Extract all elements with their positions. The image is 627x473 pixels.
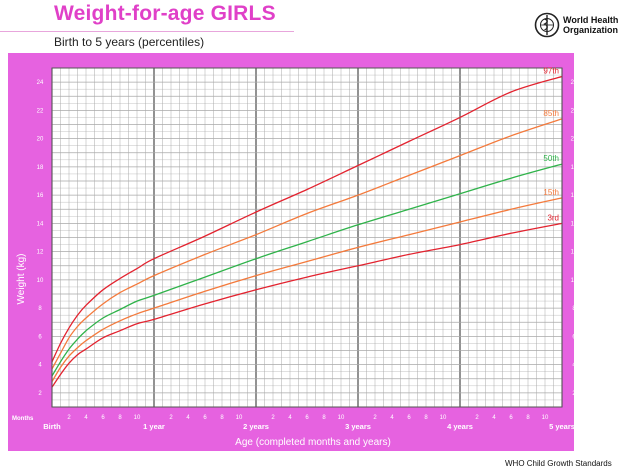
x-tick-label-month: 2 (271, 415, 275, 421)
page-title: Weight-for-age GIRLS (54, 2, 276, 25)
org-line-2: Organization (563, 25, 619, 35)
x-tick-label-month: 8 (526, 415, 530, 421)
weight-for-age-chart: 97th85th50th15th3rd224466881010121214141… (12, 66, 574, 448)
header-divider (0, 31, 294, 32)
x-tick-label-year: 3 years (345, 422, 371, 431)
y-tick-label-right: 6 (572, 334, 574, 340)
y-tick-label-left: 10 (37, 278, 44, 284)
plot-border (51, 67, 563, 408)
x-tick-label-month: 2 (169, 415, 173, 421)
series-label-3rd: 3rd (547, 213, 559, 222)
percentile-curves (51, 75, 563, 388)
axis-labels: 97th85th50th15th3rd224466881010121214141… (37, 66, 574, 431)
y-tick-label-left: 24 (37, 80, 44, 86)
y-tick-label-left: 18 (37, 165, 44, 171)
x-tick-label-month: 10 (542, 415, 549, 421)
x-tick-label-year: 5 years (549, 422, 574, 431)
series-label-50th: 50th (543, 154, 559, 163)
y-tick-label-left: 8 (38, 306, 42, 312)
x-tick-label-month: 8 (322, 415, 326, 421)
y-tick-label-right: 8 (572, 306, 574, 312)
series-label-15th: 15th (543, 188, 559, 197)
grid (51, 67, 563, 408)
y-tick-label-left: 12 (37, 250, 44, 256)
series-line-15th (51, 197, 563, 382)
x-tick-label-month: 6 (407, 415, 411, 421)
x-tick-label-month: 4 (288, 415, 292, 421)
y-tick-label-right: 18 (571, 165, 574, 171)
series-line-3rd (51, 222, 563, 388)
who-emblem-icon (534, 12, 560, 38)
series-line-97th (51, 75, 563, 363)
y-tick-label-left: 16 (37, 193, 44, 199)
x-tick-label-month: 10 (440, 415, 447, 421)
y-tick-label-right: 2 (572, 391, 574, 397)
x-tick-label-month: 8 (424, 415, 428, 421)
page-subtitle: Birth to 5 years (percentiles) (54, 35, 205, 49)
series-label-85th: 85th (543, 109, 559, 118)
x-tick-label-month: 10 (338, 415, 345, 421)
x-axis-label: Age (completed months and years) (235, 437, 391, 448)
x-tick-label-month: 6 (101, 415, 105, 421)
x-tick-label-year: 1 year (143, 422, 165, 431)
x-tick-label-month: 2 (475, 415, 479, 421)
y-tick-label-right: 22 (571, 108, 574, 114)
y-tick-label-left: 2 (38, 391, 42, 397)
y-tick-label-right: 10 (571, 278, 574, 284)
org-line-1: World Health (563, 15, 619, 25)
x-tick-label-month: 6 (305, 415, 309, 421)
y-tick-label-left: 4 (38, 363, 42, 369)
y-tick-label-right: 12 (571, 250, 574, 256)
months-label: Months (12, 416, 34, 422)
x-tick-label-month: 2 (67, 415, 71, 421)
x-tick-label-month: 4 (390, 415, 394, 421)
x-tick-label-month: 6 (509, 415, 513, 421)
x-tick-label-year: Birth (43, 422, 61, 431)
x-tick-label-month: 8 (220, 415, 224, 421)
series-line-85th (51, 118, 563, 370)
series-line-50th (51, 163, 563, 377)
x-tick-label-month: 4 (186, 415, 190, 421)
y-tick-label-left: 14 (37, 221, 44, 227)
x-tick-label-month: 10 (134, 415, 141, 421)
x-tick-label-month: 10 (236, 415, 243, 421)
y-tick-label-right: 4 (572, 363, 574, 369)
x-tick-label-month: 4 (492, 415, 496, 421)
x-tick-label-year: 2 years (243, 422, 269, 431)
y-tick-label-right: 14 (571, 221, 574, 227)
y-tick-label-right: 24 (571, 80, 574, 86)
x-tick-label-year: 4 years (447, 422, 473, 431)
y-tick-label-right: 20 (571, 137, 574, 143)
x-tick-label-month: 2 (373, 415, 377, 421)
y-tick-label-right: 16 (571, 193, 574, 199)
footer-credit: WHO Child Growth Standards (505, 459, 612, 468)
x-tick-label-month: 6 (203, 415, 207, 421)
series-label-97th: 97th (543, 66, 559, 75)
x-tick-label-month: 8 (118, 415, 122, 421)
organization-name: World Health Organization (563, 15, 625, 35)
chart-panel: 97th85th50th15th3rd224466881010121214141… (8, 53, 574, 451)
y-axis-label: Weight (kg) (16, 254, 27, 305)
y-tick-label-left: 6 (38, 334, 42, 340)
y-tick-label-left: 22 (37, 108, 44, 114)
x-tick-label-month: 4 (84, 415, 88, 421)
y-tick-label-left: 20 (37, 137, 44, 143)
